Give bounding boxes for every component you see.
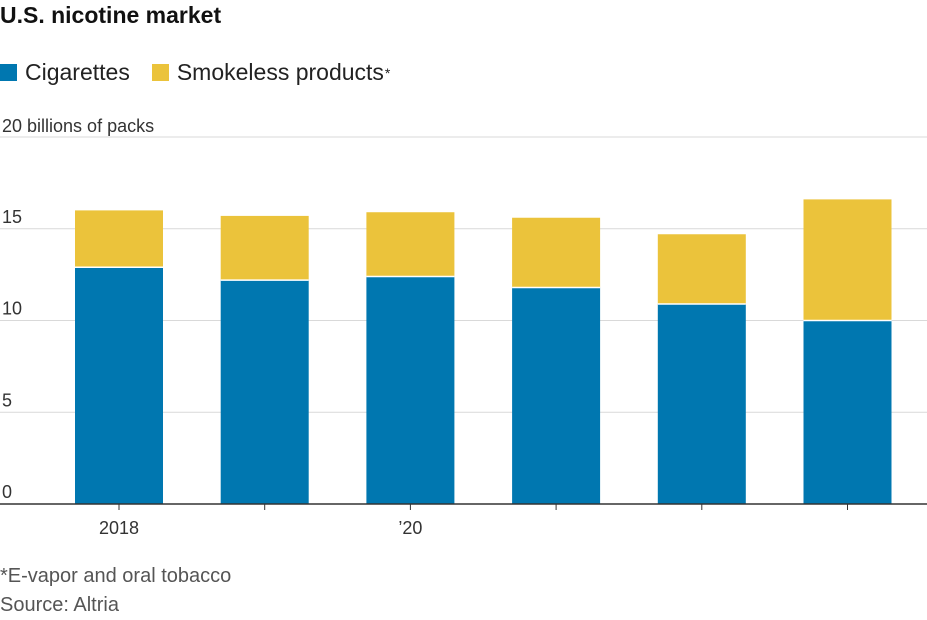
legend-item-cigarettes: Cigarettes [0,59,130,86]
source-note: Source: Altria [0,594,119,616]
chart-plot: 0 5 10 15 20 billions of packs 2018 ’20 [0,116,927,538]
bar-smokeless-4 [657,234,746,304]
bar-cigarettes-1 [220,280,309,504]
legend-item-smokeless: Smokeless products * [151,59,391,86]
y-tick-label-1: 5 [2,390,12,410]
bar-cigarettes-3 [512,287,601,504]
bar-smokeless-3 [512,217,601,288]
footnote: *E-vapor and oral tobacco [0,565,232,587]
y-tick-label-0: 0 [2,482,12,502]
y-tick-label-4: 20 billions of packs [2,116,154,136]
legend-label-cigarettes: Cigarettes [25,59,130,85]
y-tick-label-2: 10 [2,299,22,319]
bar-cigarettes-2 [366,276,455,504]
bar-smokeless-2 [366,212,455,277]
legend-asterisk: * [384,64,391,81]
bar-smokeless-0 [75,210,163,268]
legend: Cigarettes Smokeless products * [0,59,412,86]
x-tick-label-0: 2018 [99,518,139,538]
legend-swatch-cigarettes [0,64,17,81]
bar-cigarettes-0 [75,267,163,504]
x-tick-label-2: ’20 [398,518,422,538]
bar-cigarettes-5 [803,320,892,504]
bar-cigarettes-4 [657,303,746,504]
y-tick-label-3: 15 [2,207,22,227]
bar-smokeless-5 [803,199,892,321]
chart-title: U.S. nicotine market [0,2,222,28]
legend-swatch-smokeless [151,64,169,81]
bar-smokeless-1 [220,215,309,281]
chart-notes: *E-vapor and oral tobacco Source: Altria [0,562,231,620]
legend-label-smokeless: Smokeless products [176,59,384,85]
